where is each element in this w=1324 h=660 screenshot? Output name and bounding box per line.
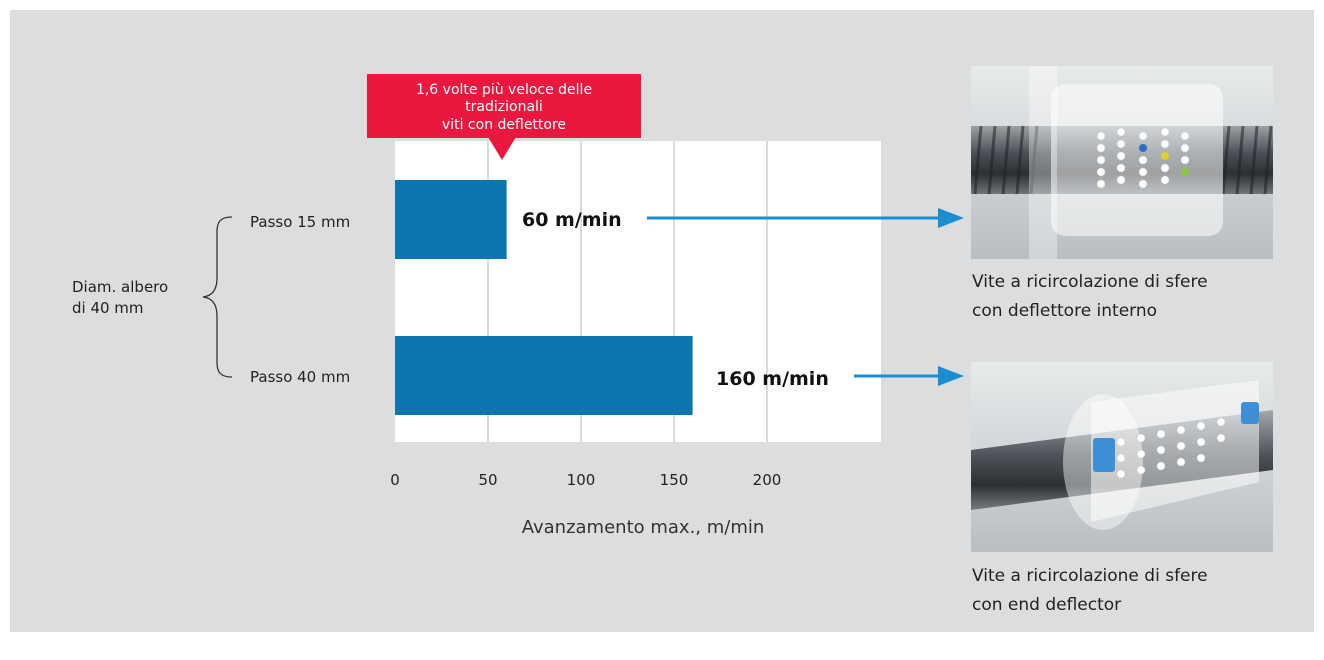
group-brace [202, 216, 233, 378]
caption-line: con end deflector [972, 595, 1122, 615]
x-axis-title: Avanzamento max., m/min [522, 517, 765, 538]
category-label: Passo 15 mm [250, 213, 350, 231]
x-tick-label: 100 [567, 471, 596, 489]
ball-screw-internal-deflector-image [971, 66, 1273, 259]
x-tick-label: 50 [478, 471, 497, 489]
callout-text: 1,6 volte più veloce delle [416, 82, 592, 98]
x-tick-label: 150 [660, 471, 689, 489]
ball-screw-end-deflector-image [971, 362, 1273, 552]
bar [395, 180, 507, 259]
callout-text: viti con deflettore [442, 117, 566, 133]
callout-badge: 1,6 volte più veloce delle tradizionali … [367, 74, 641, 160]
data-label: 160 m/min [716, 368, 829, 390]
category-label: Passo 40 mm [250, 368, 350, 386]
caption-line: Vite a ricircolazione di sfere [972, 566, 1208, 586]
chart-panel: 0 50 100 150 200 Passo 15 mm Passo 40 mm 60 … [10, 10, 1314, 632]
bar-chart: 0 50 100 150 200 Passo 15 mm Passo 40 mm 60 … [72, 74, 964, 538]
x-tick-label: 200 [753, 471, 782, 489]
x-tick-label: 0 [390, 471, 400, 489]
end-deflector-caption: Vite a ricircolazione di sfere con end d… [972, 562, 1208, 620]
bar [395, 336, 693, 415]
group-label: Diam. albero [72, 278, 168, 296]
group-label: di 40 mm [72, 299, 144, 317]
data-label: 60 m/min [522, 209, 622, 231]
arrow-to-end-deflector [854, 366, 964, 386]
caption-line: con deflettore interno [972, 301, 1158, 321]
callout-text: tradizionali [465, 99, 543, 115]
arrow-to-internal-deflector [647, 208, 964, 228]
internal-deflector-caption: Vite a ricircolazione di sfere con defle… [972, 268, 1208, 326]
caption-line: Vite a ricircolazione di sfere [972, 272, 1208, 292]
